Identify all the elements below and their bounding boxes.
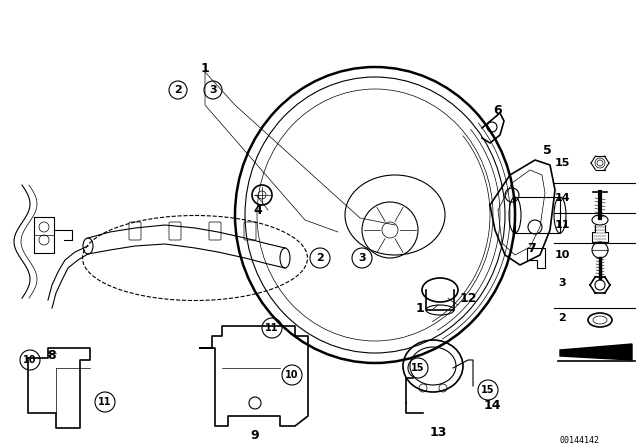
Text: 10: 10 bbox=[554, 250, 570, 260]
Text: 9: 9 bbox=[251, 428, 259, 441]
Text: 7: 7 bbox=[527, 241, 536, 254]
Text: 14: 14 bbox=[554, 193, 570, 203]
Text: 12: 12 bbox=[460, 292, 477, 305]
Text: 15: 15 bbox=[481, 385, 495, 395]
Text: 1: 1 bbox=[415, 302, 424, 314]
Text: 3: 3 bbox=[358, 253, 366, 263]
Text: 4: 4 bbox=[253, 203, 262, 216]
Text: 14: 14 bbox=[483, 399, 500, 412]
Text: 2: 2 bbox=[316, 253, 324, 263]
Text: 3: 3 bbox=[209, 85, 217, 95]
Text: 6: 6 bbox=[493, 103, 502, 116]
Text: 2: 2 bbox=[558, 313, 566, 323]
Text: 3: 3 bbox=[558, 278, 566, 288]
Text: 13: 13 bbox=[429, 426, 447, 439]
Text: 8: 8 bbox=[48, 349, 56, 362]
Text: 11: 11 bbox=[99, 397, 112, 407]
Text: 1: 1 bbox=[200, 61, 209, 74]
Text: 11: 11 bbox=[265, 323, 279, 333]
Text: 00144142: 00144142 bbox=[560, 435, 600, 444]
Text: 2: 2 bbox=[174, 85, 182, 95]
Text: 10: 10 bbox=[285, 370, 299, 380]
Text: 5: 5 bbox=[543, 143, 552, 156]
Polygon shape bbox=[560, 344, 632, 360]
Text: 10: 10 bbox=[23, 355, 36, 365]
Text: 11: 11 bbox=[554, 220, 570, 230]
Text: 15: 15 bbox=[412, 363, 425, 373]
Text: 15: 15 bbox=[554, 158, 570, 168]
